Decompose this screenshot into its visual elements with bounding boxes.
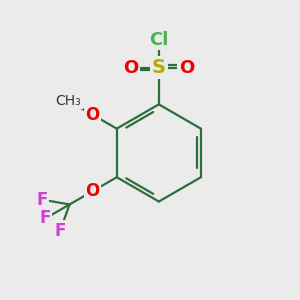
Text: O: O	[85, 106, 100, 124]
Text: S: S	[152, 58, 166, 77]
Text: F: F	[40, 209, 51, 227]
Text: Cl: Cl	[149, 31, 169, 49]
Text: O: O	[85, 182, 100, 200]
Text: O: O	[123, 58, 139, 76]
Text: O: O	[179, 58, 194, 76]
Text: methoxy: methoxy	[65, 99, 72, 101]
Text: CH₃: CH₃	[56, 94, 81, 108]
Text: F: F	[54, 222, 66, 240]
Text: F: F	[36, 190, 48, 208]
